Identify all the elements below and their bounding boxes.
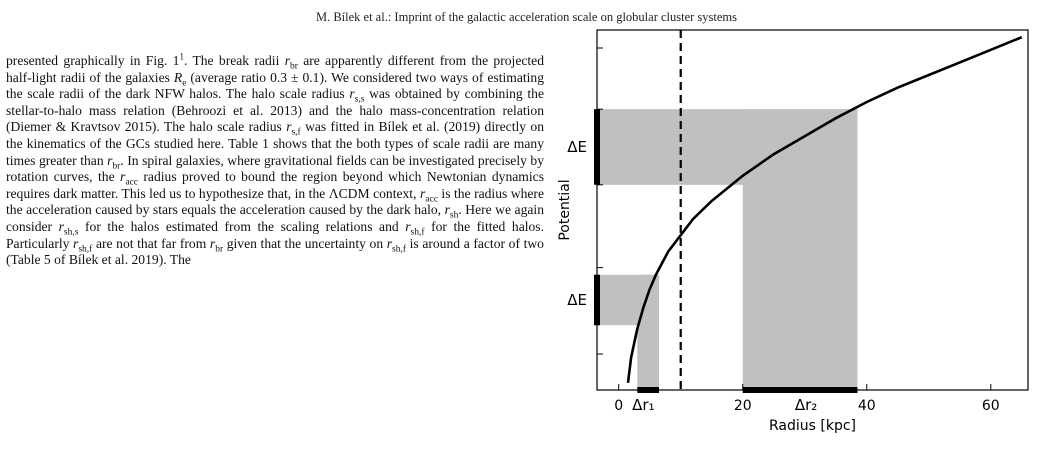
- delta-r-label-1: Δr₁: [632, 396, 654, 414]
- math-subscript: sh: [449, 211, 459, 222]
- math-subscript: br: [215, 244, 224, 255]
- text-run: . Here we again consider: [6, 202, 544, 234]
- potential-curve: [626, 35, 1023, 383]
- text-run: presented graphically in Fig. 1: [6, 53, 180, 68]
- math-symbol: r: [405, 218, 411, 234]
- x-tick-label-0: 0: [614, 398, 623, 414]
- math-subscript: s,f: [291, 128, 301, 139]
- math-subscript: br: [112, 161, 121, 172]
- text-run: is around a factor of two (Table 5 of Bí…: [6, 235, 544, 268]
- math-symbol: r: [444, 202, 450, 218]
- math-subscript: e: [182, 78, 187, 89]
- text-run: are apparently different from the projec…: [6, 53, 544, 85]
- shaded-band-3: [597, 109, 858, 185]
- text-run: radius proved to bound the region beyond…: [6, 169, 544, 201]
- text-run: given that the uncertainty on: [223, 235, 387, 251]
- math-symbol: r: [58, 218, 64, 234]
- math-symbol: r: [386, 235, 393, 251]
- text-run: was fitted in Bílek et al. (2019) direct…: [6, 119, 544, 168]
- delta-r-label-2: Δr₂: [795, 396, 817, 414]
- math-subscript: s,s: [354, 94, 365, 105]
- footnote-marker: 1: [179, 53, 184, 62]
- math-symbol: r: [107, 152, 113, 168]
- math-symbol: r: [349, 86, 355, 102]
- text-run: are not that far from: [92, 235, 210, 251]
- text-run: was obtained by combining the stellar-to…: [6, 86, 544, 135]
- x-tick-label-60: 60: [982, 398, 1000, 414]
- math-subscript: sh,f: [392, 244, 407, 255]
- math-symbol: r: [286, 119, 292, 135]
- x-tick-label-20: 20: [734, 398, 752, 414]
- delta-e-label-2: ΔE: [567, 291, 587, 309]
- math-subscript: sh,f: [78, 244, 93, 255]
- text-run: . The break radii: [183, 53, 285, 68]
- text-run: . In spiral galaxies, where gravitationa…: [6, 152, 544, 185]
- math-subscript: acc: [425, 194, 438, 205]
- math-subscript: acc: [125, 177, 138, 188]
- x-tick-label-40: 40: [858, 398, 876, 414]
- delta-e-label-1: ΔE: [567, 138, 587, 156]
- potential-chart: 0 20 40 60 Δr₁ Δr₂ ΔE ΔE Radius [kpc] Potential: [557, 29, 1029, 434]
- math-symbol: r: [120, 169, 126, 185]
- text-run: is the radius where the acceleration cau…: [6, 185, 544, 218]
- math-symbol: r: [209, 235, 216, 251]
- math-subscript: br: [289, 61, 298, 72]
- math-symbol: R: [173, 69, 183, 85]
- math-subscript: sh,s: [63, 227, 79, 238]
- shaded-band-2: [597, 274, 660, 326]
- text-run: (average ratio 0.3 ± 0.1). We considered…: [6, 69, 544, 102]
- body-paragraph: presented graphically in Fig. 11. The br…: [6, 53, 544, 269]
- y-axis-label: Potential: [557, 179, 573, 240]
- figure-potential-diagram: 0 20 40 60 Δr₁ Δr₂ ΔE ΔE Radius [kpc] Potential: [555, 20, 1045, 440]
- math-symbol: r: [284, 53, 290, 68]
- body-text: presented graphically in Fig. 11. The br…: [6, 53, 544, 453]
- math-subscript: sh,f: [410, 227, 425, 238]
- x-axis-label: Radius [kpc]: [769, 418, 856, 434]
- math-symbol: r: [73, 235, 79, 251]
- running-head: M. Bílek et al.: Imprint of the galactic…: [315, 10, 738, 24]
- text-run: for the halos estimated from the scaling…: [78, 218, 406, 234]
- math-symbol: r: [419, 185, 426, 201]
- text-run: for the fitted halos. Particularly: [6, 218, 544, 251]
